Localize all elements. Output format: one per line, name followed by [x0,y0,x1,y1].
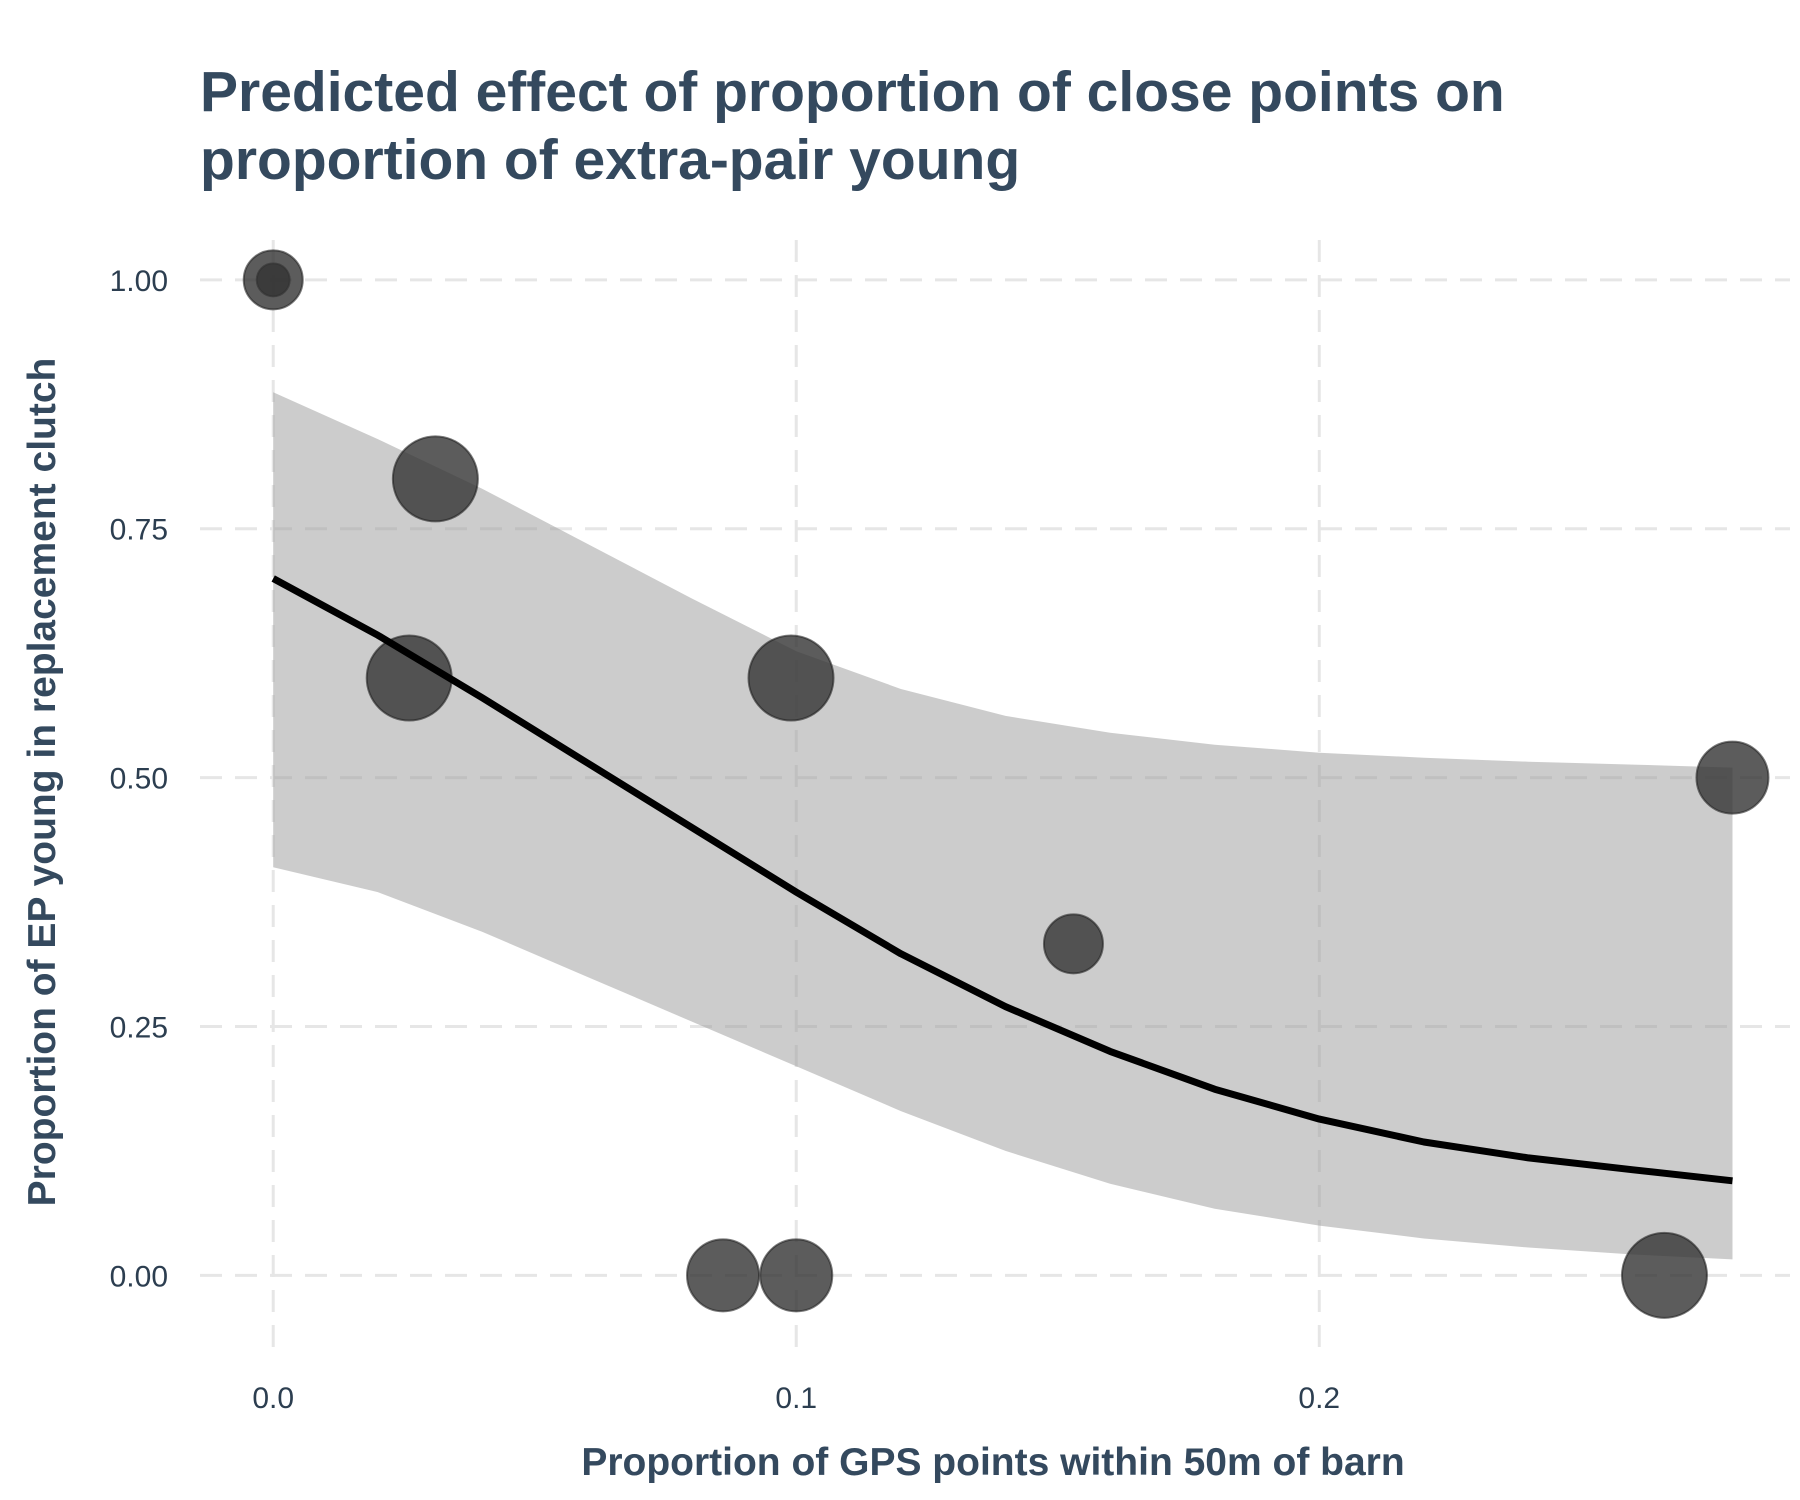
chart-title-line-1: Predicted effect of proportion of close … [200,60,1505,124]
x-tick-label: 0.2 [1298,1382,1340,1415]
data-point [365,634,453,722]
data-point [1042,913,1104,975]
data-point [1695,740,1770,815]
y-tick-label: 0.50 [110,763,168,796]
data-point [686,1238,761,1313]
tick-labels: 0.00 0.25 0.50 0.75 1.00 0.0 0.1 0.2 [110,265,1341,1415]
data-point [391,435,479,523]
confidence-band-group [273,392,1733,1260]
fit-line-group [271,575,1733,1185]
fit-line [271,575,1733,1185]
data-points [242,249,1770,1319]
y-tick-label: 0.25 [110,1011,168,1044]
data-point [1620,1231,1708,1319]
data-point [747,634,835,722]
confidence-band [273,392,1733,1260]
y-tick-label: 1.00 [110,265,168,298]
y-tick-label: 0.75 [110,514,168,547]
chart-title-line-2: proportion of extra-pair young [200,128,1021,192]
x-tick-label: 0.1 [775,1382,817,1415]
y-tick-label: 0.00 [110,1260,168,1293]
x-tick-label: 0.0 [252,1382,294,1415]
x-axis-title: Proportion of GPS points within 50m of b… [581,1441,1404,1484]
y-axis-title: Proportion of EP young in replacement cl… [21,358,64,1207]
data-point [242,249,304,311]
chart-title: Predicted effect of proportion of close … [200,58,1700,194]
data-point [759,1238,834,1313]
